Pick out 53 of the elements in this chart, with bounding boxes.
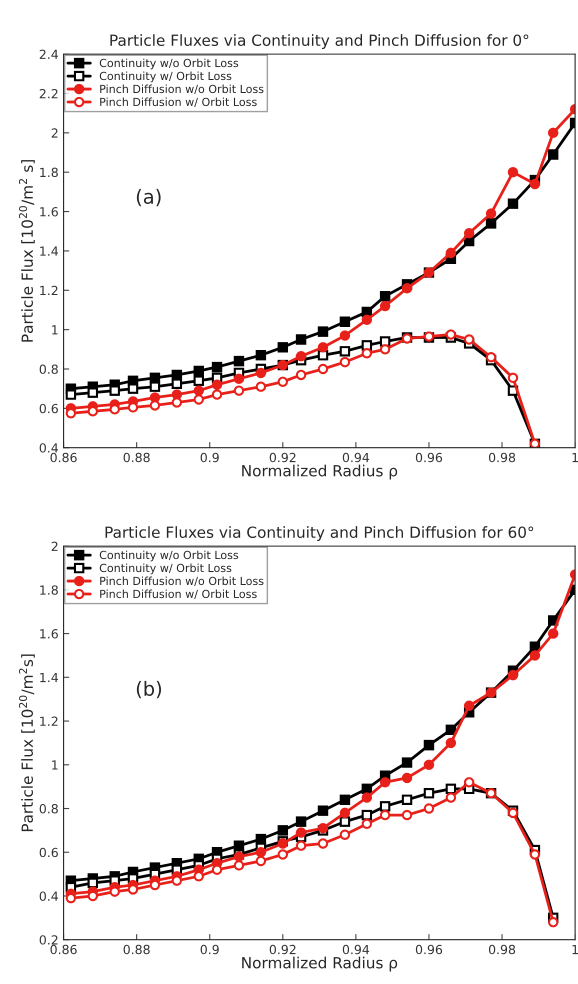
y-tick-label: 0.2 — [40, 935, 58, 945]
y-tick-label: 0.4 — [40, 443, 58, 453]
x-tick-label: 0.88 — [124, 452, 150, 462]
chart-title: Particle Fluxes via Continuity and Pinch Diffusion for 0° — [110, 34, 528, 49]
legend-label: Pinch Diffusion w/o Orbit Loss — [100, 84, 264, 94]
x-tick-label: 0.86 — [50, 944, 77, 954]
chart-title: Particle Fluxes via Continuity and Pinch Diffusion for 60° — [106, 526, 534, 541]
y-tick-label: 2 — [52, 128, 58, 138]
x-tick-label: 0.96 — [416, 452, 442, 462]
y-tick-label: 1.2 — [40, 716, 58, 726]
legend-label: Continuity w/o Orbit Loss — [100, 550, 238, 562]
y-tick-label: 0.8 — [40, 364, 58, 374]
y-tick-label: 2.2 — [40, 88, 58, 98]
legend-label: Continuity w/ Orbit Loss — [100, 564, 232, 574]
y-tick-label: 0.6 — [40, 848, 58, 858]
legend-label: Pinch Diffusion w/o Orbit Loss — [100, 576, 264, 586]
x-tick-label: 0.92 — [270, 944, 296, 954]
annotation: (b) — [136, 680, 162, 698]
y-tick-label: 1.2 — [40, 286, 58, 296]
x-tick-label: 0.98 — [488, 452, 516, 462]
x-tick-label: 0.9 — [200, 452, 219, 462]
x-tick-label: 1 — [572, 452, 578, 462]
y-tick-label: 1.8 — [40, 585, 58, 595]
legend-label: Continuity w/ Orbit Loss — [100, 72, 232, 82]
x-tick-label: 0.98 — [488, 944, 516, 954]
y-tick-label: 1.6 — [40, 629, 58, 639]
x-tick-label: 0.96 — [416, 944, 442, 954]
y-tick-label: 1.6 — [40, 207, 58, 216]
legend-label: Pinch Diffusion w/ Orbit Loss — [100, 97, 257, 107]
x-axis-title: Normalized Radius ρ — [242, 956, 398, 972]
y-tick-label: 1.4 — [40, 672, 58, 682]
x-tick-label: 0.94 — [342, 944, 370, 954]
y-tick-label: 2.4 — [40, 50, 58, 59]
y-axis-title: Particle Flux [10$^{20}$/m$^{2}$ s] — [18, 160, 35, 342]
y-tick-label: 0.4 — [40, 891, 58, 901]
x-tick-label: 0.86 — [50, 452, 77, 462]
y-axis-title: Particle Flux [10$^{20}$/m$^{2}$s] — [18, 654, 35, 832]
x-tick-label: 0.94 — [342, 452, 370, 462]
y-tick-label: 0.8 — [40, 804, 58, 814]
y-tick-label: 1.4 — [40, 246, 58, 256]
y-tick-label: 0.6 — [40, 404, 58, 414]
x-tick-label: 0.88 — [124, 944, 150, 954]
y-tick-label: 1.8 — [40, 168, 58, 178]
legend-label: Continuity w/o Orbit Loss — [100, 58, 238, 70]
annotation: (a) — [136, 188, 161, 206]
x-tick-label: 0.92 — [270, 452, 296, 462]
y-tick-label: 1 — [52, 325, 58, 334]
x-tick-label: 0.9 — [200, 944, 219, 954]
x-tick-label: 1 — [572, 944, 578, 954]
y-tick-label: 2 — [52, 542, 58, 551]
legend-label: Pinch Diffusion w/ Orbit Loss — [100, 589, 257, 599]
x-axis-title: Normalized Radius ρ — [242, 464, 398, 480]
y-tick-label: 1 — [52, 760, 58, 770]
